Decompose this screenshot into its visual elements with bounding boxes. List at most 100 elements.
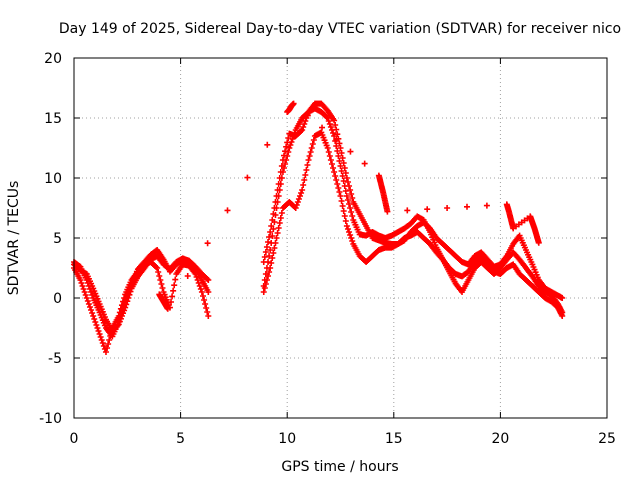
data-point: [269, 233, 276, 239]
data-point: [120, 310, 127, 317]
data-point: [296, 193, 303, 199]
y-tick-label: 20: [44, 51, 62, 67]
y-axis-label: SDTVAR / TECUs: [6, 181, 22, 296]
data-point: [324, 145, 331, 151]
data-point: [327, 157, 334, 163]
data-point: [343, 175, 350, 181]
data-point: [337, 145, 344, 151]
series-fragments: [156, 100, 542, 312]
data-point: [266, 253, 273, 259]
x-tick-label: 25: [598, 431, 616, 447]
data-point: [292, 205, 299, 211]
data-point: [82, 292, 89, 298]
data-point: [306, 153, 313, 159]
data-point: [304, 162, 311, 168]
data-point: [330, 165, 337, 171]
data-point: [85, 301, 92, 307]
data-point: [404, 207, 411, 214]
data-point: [295, 196, 302, 202]
data-point: [323, 114, 330, 120]
data-point: [277, 215, 284, 221]
data-point: [278, 175, 285, 181]
data-point: [384, 208, 391, 215]
data-point: [343, 193, 350, 199]
data-point: [264, 141, 271, 148]
data-point: [347, 187, 354, 193]
data-point: [99, 340, 106, 346]
data-point: [107, 333, 114, 339]
data-point: [349, 238, 356, 244]
data-point: [95, 328, 102, 334]
data-point: [97, 334, 104, 340]
data-point: [302, 172, 309, 178]
data-point: [102, 349, 109, 355]
data-point: [192, 271, 199, 277]
data-point: [274, 230, 281, 236]
data-point: [265, 259, 272, 265]
x-tick-label: 20: [491, 431, 509, 447]
data-point: [298, 128, 305, 134]
data-point: [96, 331, 103, 337]
data-point: [170, 287, 177, 294]
data-point: [338, 198, 345, 204]
data-point: [244, 174, 251, 181]
data-point: [327, 124, 334, 130]
data-point: [309, 141, 316, 147]
data-point: [204, 240, 211, 247]
data-point: [340, 208, 347, 214]
data-point: [156, 273, 163, 279]
data-point: [302, 118, 309, 124]
data-point: [272, 212, 279, 218]
data-point: [262, 249, 269, 255]
x-axis-label: GPS time / hours: [281, 459, 398, 475]
data-point: [331, 117, 338, 124]
data-point: [304, 112, 311, 119]
data-point: [308, 145, 315, 151]
data-point: [291, 130, 298, 136]
data-point: [80, 286, 87, 292]
data-point: [275, 193, 282, 199]
data-point: [116, 309, 123, 316]
data-point: [294, 199, 301, 205]
data-point: [325, 118, 332, 124]
data-point: [336, 189, 343, 195]
data-point: [271, 245, 278, 251]
data-point: [159, 285, 166, 291]
data-point: [122, 304, 129, 311]
data-point: [336, 158, 343, 164]
data-point: [77, 277, 84, 283]
y-tick-label: 15: [44, 111, 62, 127]
data-point: [98, 337, 105, 343]
data-point: [334, 148, 341, 154]
data-point: [349, 213, 356, 219]
data-point: [347, 232, 354, 238]
data-point: [339, 173, 346, 179]
data-point: [339, 155, 346, 161]
data-point: [201, 297, 208, 303]
data-point: [81, 289, 88, 295]
data-point: [276, 220, 283, 226]
data-point: [204, 309, 211, 315]
data-point: [172, 276, 179, 283]
data-point: [123, 301, 130, 308]
data-point: [203, 305, 210, 311]
data-point: [198, 289, 205, 295]
data-point: [281, 165, 288, 171]
data-point: [116, 318, 123, 325]
chart-title: Day 149 of 2025, Sidereal Day-to-day VTE…: [59, 21, 621, 37]
data-point: [267, 247, 274, 253]
data-point: [104, 345, 111, 351]
data-point: [266, 269, 273, 275]
data-point: [78, 280, 85, 286]
series-track-5: [260, 105, 566, 316]
data-point: [100, 343, 107, 349]
data-point: [261, 285, 268, 291]
data-point: [559, 313, 566, 319]
data-point: [286, 145, 293, 151]
data-point: [344, 179, 351, 185]
data-point: [106, 337, 113, 343]
data-point: [285, 149, 292, 155]
data-point: [273, 235, 280, 241]
data-point: [124, 298, 131, 305]
data-point: [282, 161, 289, 167]
